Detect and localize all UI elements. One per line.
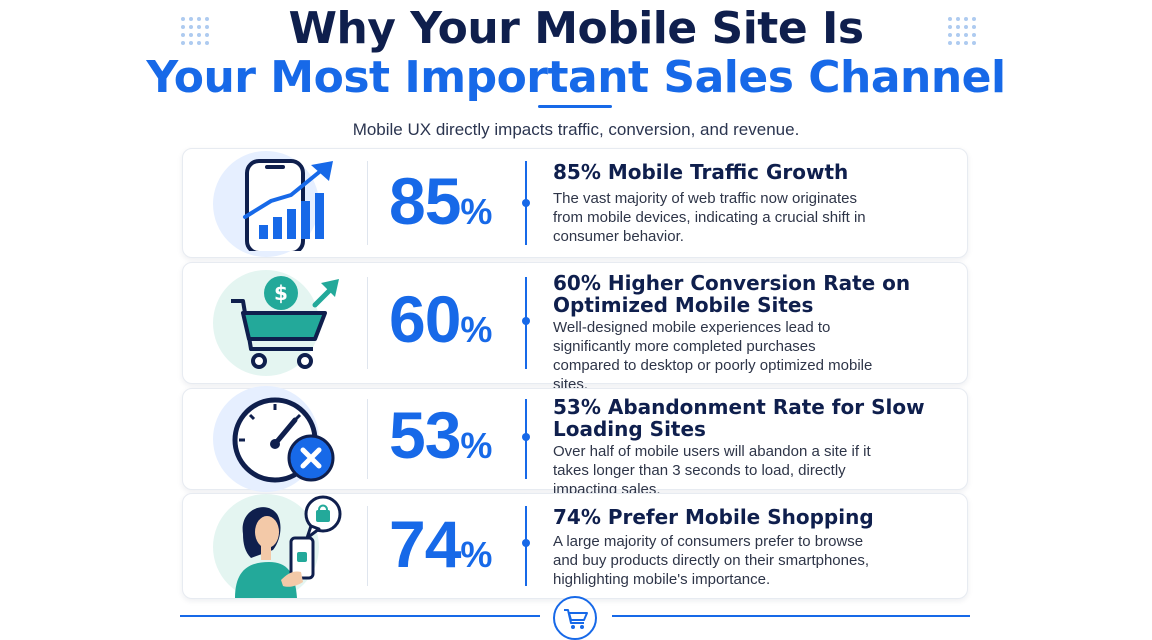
stat-number: 53: [389, 398, 461, 472]
stat-description: Well-designed mobile experiences lead to…: [553, 319, 873, 393]
card-divider: [367, 399, 368, 479]
card-divider: [367, 506, 368, 586]
stat-unit: %: [460, 425, 493, 466]
stat-separator-dot: [522, 539, 530, 547]
footer-rule-right: [612, 615, 970, 617]
phone-growth-chart-icon: [243, 159, 333, 251]
page-title-line1: Why Your Mobile Site Is: [288, 3, 864, 54]
shopping-cart-dollar-icon: $: [231, 276, 339, 369]
woman-mobile-shopping-icon: [235, 495, 342, 598]
stat-heading: 74% Prefer Mobile Shopping: [553, 505, 874, 529]
title-underline: [538, 105, 612, 108]
stat-heading: 85% Mobile Traffic Growth: [553, 160, 849, 184]
stat-separator-dot: [522, 317, 530, 325]
stat-value: 85%: [389, 163, 519, 239]
shopping-cart-icon: [564, 609, 588, 629]
page-subtitle: Mobile UX directly impacts traffic, conv…: [352, 120, 800, 139]
stat-description: A large majority of consumers prefer to …: [553, 533, 870, 588]
svg-text:$: $: [274, 281, 288, 305]
footer-rule-left: [180, 615, 540, 617]
stat-value: 53%: [389, 397, 519, 473]
stat-separator-dot: [522, 199, 530, 207]
decorative-dots-left: [181, 17, 209, 45]
stat-card-conversion: $ 60% 60% Higher Conversion Rate on Opti…: [182, 262, 968, 393]
stat-number: 60: [389, 282, 461, 356]
decorative-dots-right: [948, 17, 976, 45]
stat-number: 74: [389, 507, 461, 581]
stat-card-abandonment: 53% 53% Abandonment Rate for Slow Loadin…: [182, 386, 968, 498]
stat-unit: %: [460, 191, 493, 232]
footer-badge: [553, 596, 597, 640]
stat-card-mobile-shopping: 74% 74% Prefer Mobile Shopping A large m…: [182, 493, 968, 600]
stat-value: 74%: [389, 506, 519, 582]
stat-description: Over half of mobile users will abandon a…: [553, 443, 871, 498]
card-divider: [367, 277, 368, 369]
stat-number: 85: [389, 164, 461, 238]
speedometer-cancel-icon: [232, 397, 335, 483]
page-title-line2: Your Most Important Sales Channel: [146, 52, 1006, 103]
stat-card-traffic: 85% 85% Mobile Traffic Growth The vast m…: [182, 148, 968, 258]
stat-unit: %: [460, 534, 493, 575]
stat-heading: 53% Abandonment Rate for Slow Loading Si…: [553, 395, 925, 441]
stat-unit: %: [460, 309, 493, 350]
stat-value: 60%: [389, 281, 519, 357]
stat-description: The vast majority of web traffic now ori…: [553, 190, 866, 245]
card-divider: [367, 161, 368, 245]
stat-separator-dot: [522, 433, 530, 441]
stat-heading: 60% Higher Conversion Rate on Optimized …: [553, 271, 911, 317]
